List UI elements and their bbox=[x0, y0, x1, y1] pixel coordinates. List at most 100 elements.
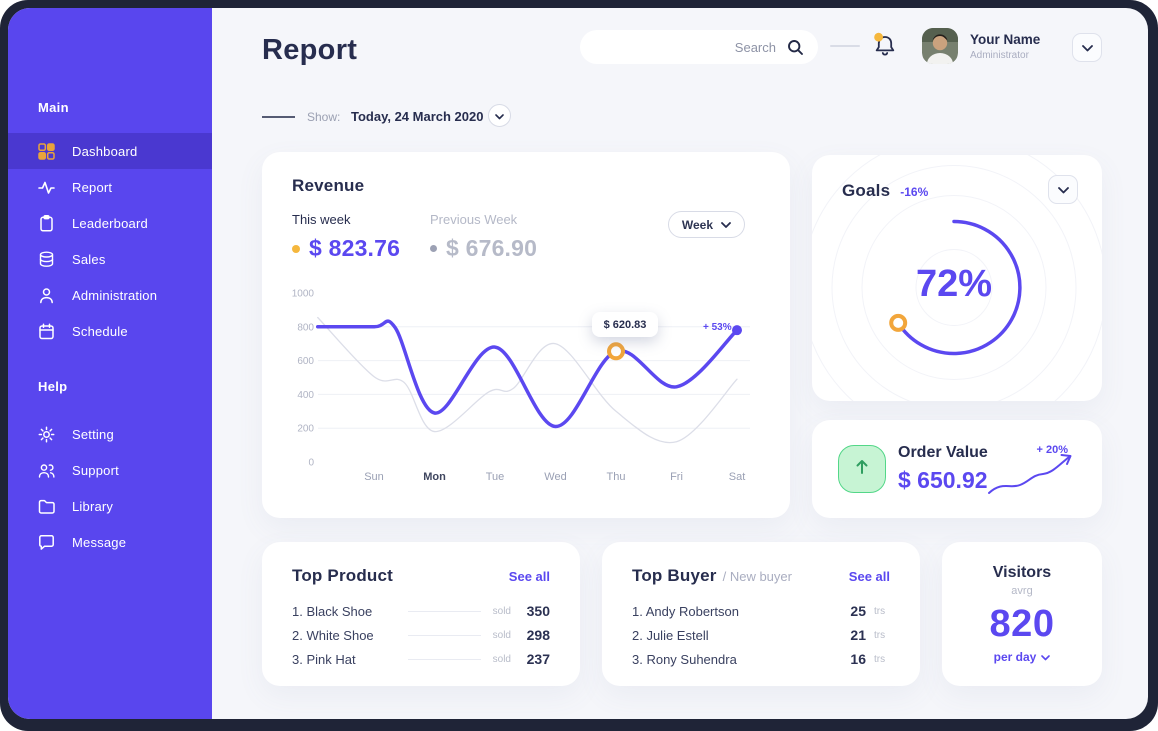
visitors-value: 820 bbox=[989, 603, 1055, 645]
sidebar-item-administration[interactable]: Administration bbox=[8, 277, 212, 313]
page-title: Report bbox=[262, 34, 358, 66]
product-name: 1. Black Shoe bbox=[292, 603, 373, 619]
buyer-count: 16 bbox=[850, 651, 866, 667]
avatar[interactable] bbox=[922, 28, 958, 64]
sidebar-item-sales[interactable]: Sales bbox=[8, 241, 212, 277]
sidebar-item-library[interactable]: Library bbox=[8, 488, 212, 524]
activity-icon bbox=[38, 179, 55, 196]
top-product-title: Top Product bbox=[292, 566, 394, 585]
svg-text:1000: 1000 bbox=[292, 289, 315, 300]
top-buyer-title: Top Buyer bbox=[632, 566, 717, 585]
user-info[interactable]: Your Name Administrator bbox=[970, 32, 1040, 61]
grid-icon bbox=[38, 142, 55, 160]
period-selector[interactable]: Week bbox=[667, 211, 745, 238]
clipboard-icon bbox=[38, 214, 55, 232]
top-product-card: Top Product See all 1. Black Shoe sold 3… bbox=[262, 542, 580, 686]
sidebar-item-schedule[interactable]: Schedule bbox=[8, 313, 212, 349]
sidebar-item-dashboard[interactable]: Dashboard bbox=[8, 133, 212, 169]
users-icon bbox=[38, 462, 55, 479]
buyer-count: 21 bbox=[850, 627, 866, 643]
svg-text:200: 200 bbox=[297, 424, 314, 435]
buyer-row[interactable]: 2. Julie Estell 21 trs bbox=[602, 623, 920, 647]
sold-count: 298 bbox=[526, 627, 550, 643]
product-name: 2. White Shoe bbox=[292, 627, 374, 643]
see-all-products-link[interactable]: See all bbox=[508, 569, 550, 584]
svg-text:Sun: Sun bbox=[364, 471, 384, 483]
leader-line bbox=[408, 658, 481, 660]
search-icon[interactable] bbox=[787, 39, 804, 56]
sidebar-item-report[interactable]: Report bbox=[8, 169, 212, 205]
product-row[interactable]: 1. Black Shoe sold 350 bbox=[262, 599, 580, 623]
sidebar-item-leaderboard[interactable]: Leaderboard bbox=[8, 205, 212, 241]
sidebar-item-label: Support bbox=[72, 462, 119, 478]
chevron-down-icon bbox=[721, 218, 731, 232]
chevron-down-icon bbox=[1041, 650, 1051, 664]
search-input[interactable] bbox=[598, 38, 778, 56]
sidebar-section-main: Main bbox=[38, 100, 69, 115]
buyer-row[interactable]: 1. Andy Robertson 25 trs bbox=[602, 599, 920, 623]
sidebar-item-label: Message bbox=[72, 534, 127, 550]
product-row[interactable]: 2. White Shoe sold 298 bbox=[262, 623, 580, 647]
svg-text:400: 400 bbox=[297, 390, 314, 401]
visitors-title: Visitors bbox=[992, 564, 1052, 581]
previous-week-label: Previous Week bbox=[430, 212, 518, 227]
revenue-chart: 0 200 400 600 800 1000 Sun Mon Tue Wed Thu Fri Sat bbox=[292, 289, 750, 483]
revenue-card: Revenue This week $ 823.76 Previous Week… bbox=[262, 152, 790, 518]
notifications-button[interactable] bbox=[872, 32, 898, 60]
visitors-period-selector[interactable]: per day bbox=[994, 650, 1051, 664]
previous-week-value: $ 676.90 bbox=[446, 235, 538, 261]
sold-label: sold bbox=[492, 653, 511, 665]
svg-text:Sat: Sat bbox=[729, 471, 746, 483]
buyer-name: 1. Andy Robertson bbox=[632, 603, 739, 619]
bell-icon bbox=[872, 32, 898, 63]
revenue-title: Revenue bbox=[292, 176, 365, 195]
period-selector-value: Week bbox=[681, 217, 713, 232]
chevron-down-icon bbox=[495, 108, 504, 123]
order-change-badge: + 20% bbox=[1036, 444, 1069, 456]
svg-text:Fri: Fri bbox=[670, 471, 683, 483]
product-name: 3. Pink Hat bbox=[292, 651, 356, 667]
this-week-stat: This week $ 823.76 bbox=[292, 212, 400, 262]
goals-menu-button[interactable] bbox=[1048, 175, 1078, 204]
folder-icon bbox=[38, 498, 55, 515]
sidebar-item-label: Sales bbox=[72, 251, 106, 267]
buyer-name: 3. Rony Suhendra bbox=[632, 651, 737, 667]
buyer-count: 25 bbox=[850, 603, 866, 619]
product-row[interactable]: 3. Pink Hat sold 237 bbox=[262, 647, 580, 671]
show-label: Show: bbox=[307, 110, 341, 124]
date-filter-button[interactable] bbox=[488, 104, 511, 127]
user-role: Administrator bbox=[970, 50, 1029, 61]
buyer-unit: trs bbox=[874, 653, 886, 665]
per-day-label: per day bbox=[993, 650, 1037, 664]
gear-icon bbox=[38, 426, 55, 443]
sidebar-item-label: Library bbox=[72, 498, 114, 514]
svg-text:0: 0 bbox=[308, 458, 314, 469]
sidebar-item-support[interactable]: Support bbox=[8, 452, 212, 488]
search-bar bbox=[580, 30, 818, 64]
date-filter-value[interactable]: Today, 24 March 2020 bbox=[351, 109, 484, 124]
sidebar-item-label: Administration bbox=[72, 287, 158, 303]
sidebar-item-label: Setting bbox=[72, 426, 114, 442]
chart-end-annotation: + 53% bbox=[703, 322, 732, 333]
goals-progress-value: 72% bbox=[915, 263, 993, 305]
buyer-row[interactable]: 3. Rony Suhendra 16 trs bbox=[602, 647, 920, 671]
leader-line bbox=[408, 610, 481, 612]
user-menu-button[interactable] bbox=[1072, 33, 1102, 62]
sidebar-item-message[interactable]: Message bbox=[8, 524, 212, 560]
goals-title: Goals bbox=[842, 181, 891, 200]
order-value-title: Order Value bbox=[898, 444, 988, 461]
sidebar: Main Dashboard Report Leaderboard Sales bbox=[8, 8, 212, 719]
new-buyer-subtitle: / New buyer bbox=[722, 569, 792, 584]
sidebar-item-label: Dashboard bbox=[72, 143, 138, 159]
sold-count: 350 bbox=[526, 603, 550, 619]
sidebar-item-setting[interactable]: Setting bbox=[8, 416, 212, 452]
show-divider bbox=[262, 116, 295, 118]
top-buyer-card: Top Buyer / New buyer See all 1. Andy Rob… bbox=[602, 542, 920, 686]
chevron-down-icon bbox=[1057, 182, 1069, 197]
visitors-subtitle: avrg bbox=[1011, 585, 1033, 597]
chat-icon bbox=[38, 534, 55, 551]
visitors-card: Visitors avrg 820 per day bbox=[942, 542, 1102, 686]
see-all-buyers-link[interactable]: See all bbox=[848, 569, 890, 584]
user-name: Your Name bbox=[970, 32, 1041, 47]
order-value-amount: $ 650.92 bbox=[898, 467, 988, 493]
